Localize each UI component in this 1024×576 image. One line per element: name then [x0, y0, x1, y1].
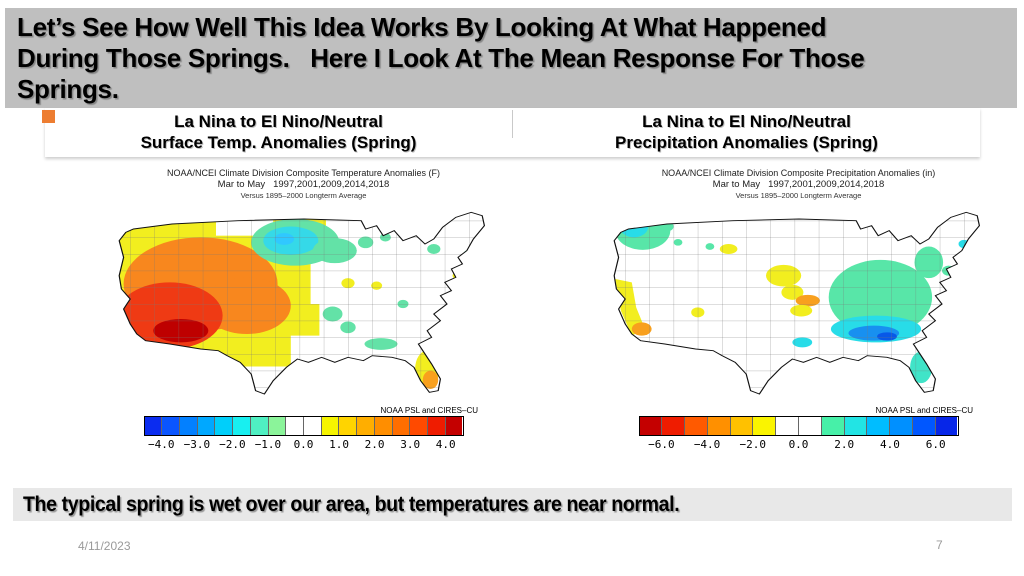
colorbar-tick-label: −4.0 — [693, 438, 721, 451]
colorbar-segment — [338, 417, 357, 435]
colorbar-segment — [444, 417, 463, 435]
colorbar-segment — [267, 417, 286, 435]
temp-colorbar-ticks: −4.0 −3.0 −2.0 −1.0 0.0 1.0 2.0 3.0 4.0 — [144, 438, 464, 454]
colorbar-segment — [178, 417, 197, 435]
colorbar-tick-label: −4.0 — [148, 438, 175, 451]
colorbar-segment — [729, 417, 753, 435]
colorbar-segment — [752, 417, 776, 435]
colorbar-segment — [409, 417, 427, 435]
colorbar-segment — [161, 417, 179, 435]
temperature-anomaly-map — [118, 211, 485, 395]
colorbar-segment — [706, 417, 730, 435]
precip-panel-header: La Nina to El Nino/Neutral Precipitation… — [513, 112, 980, 153]
colorbar-tick-label: −2.0 — [219, 438, 246, 451]
temp-colorbar-segments — [143, 416, 464, 436]
colorbar-segment — [196, 417, 215, 435]
colorbar-segment — [911, 417, 935, 435]
colorbar-segment — [889, 417, 912, 435]
colorbar-segment — [320, 417, 339, 435]
precip-map-titles: NOAA/NCEI Climate Division Composite Pre… — [590, 168, 1007, 200]
colorbar-tick-label: −2.0 — [739, 438, 767, 451]
colorbar-segment — [427, 417, 445, 435]
colorbar-tick-label: 0.0 — [788, 438, 809, 451]
temp-colorbar: −4.0 −3.0 −2.0 −1.0 0.0 1.0 2.0 3.0 4.0 — [143, 416, 464, 454]
colorbar-tick-label: 4.0 — [435, 438, 456, 451]
orange-bullet-marker — [42, 110, 55, 123]
colorbar-segment — [797, 417, 821, 435]
temp-header-line2: Surface Temp. Anomalies (Spring) — [140, 132, 417, 152]
colorbar-tick-label: −3.0 — [183, 438, 211, 451]
maps-row: NOAA/NCEI Climate Division Composite Tem… — [95, 168, 1007, 454]
temp-header-line1: La Nina to El Nino/Neutral — [174, 112, 383, 132]
panel-headers-band: La Nina to El Nino/Neutral Surface Temp.… — [45, 108, 980, 157]
precipitation-panel: NOAA/NCEI Climate Division Composite Pre… — [590, 168, 1007, 454]
precip-map-baseline: Versus 1895–2000 Longterm Average — [735, 191, 862, 200]
precip-header-line1: La Nina to El Nino/Neutral — [642, 112, 851, 132]
colorbar-tick-label: −6.0 — [648, 438, 675, 451]
bottom-note-strip: The typical spring is wet over our area,… — [13, 488, 1012, 521]
colorbar-tick-label: 4.0 — [879, 438, 900, 451]
colorbar-segment — [285, 417, 303, 435]
colorbar-tick-label: 3.0 — [400, 438, 421, 451]
precip-map-title: NOAA/NCEI Climate Division Composite Pre… — [661, 168, 936, 178]
temperature-panel: NOAA/NCEI Climate Division Composite Tem… — [95, 168, 512, 454]
header-divider — [512, 110, 513, 138]
title-bar: Let’s See How Well This Idea Works By Lo… — [5, 8, 1017, 108]
colorbar-segment — [356, 417, 374, 435]
temp-map-title: NOAA/NCEI Climate Division Composite Tem… — [167, 168, 440, 178]
colorbar-segment — [144, 417, 162, 435]
colorbar-tick-label: −1.0 — [254, 438, 282, 451]
slide-title-line-2: During Those Springs. Here I Look At The… — [17, 43, 865, 74]
colorbar-segment — [843, 417, 867, 435]
colorbar-segment — [391, 417, 410, 435]
temp-panel-header: La Nina to El Nino/Neutral Surface Temp.… — [45, 112, 512, 153]
bottom-note-text: The typical spring is wet over our area,… — [23, 492, 680, 516]
colorbar-segment — [249, 417, 268, 435]
slide-title-line-1: Let’s See How Well This Idea Works By Lo… — [17, 12, 827, 42]
precip-header-line2: Precipitation Anomalies (Spring) — [615, 132, 878, 152]
precip-colorbar-ticks: −6.0 −4.0 −2.0 0.0 2.0 4.0 6.0 — [639, 438, 959, 454]
colorbar-tick-label: 1.0 — [329, 438, 349, 451]
colorbar-tick-label: 2.0 — [364, 438, 385, 451]
colorbar-tick-label: 2.0 — [834, 438, 855, 451]
colorbar-segment — [661, 417, 685, 435]
precip-map-credit: NOAA PSL and CIRES–CU — [875, 406, 973, 415]
slide-title-line-3: Springs. — [17, 74, 119, 105]
colorbar-segment — [232, 417, 250, 435]
precip-colorbar-segments — [638, 416, 959, 436]
colorbar-tick-label: 6.0 — [925, 438, 946, 451]
colorbar-segment — [373, 417, 392, 435]
footer-page-number: 7 — [936, 538, 943, 552]
colorbar-segment — [302, 417, 321, 435]
temp-map-baseline: Versus 1895–2000 Longterm Average — [240, 191, 367, 200]
precipitation-anomaly-map — [613, 211, 980, 395]
temp-map-credit: NOAA PSL and CIRES–CU — [380, 406, 478, 415]
colorbar-segment — [820, 417, 844, 435]
colorbar-segment — [866, 417, 890, 435]
colorbar-tick-label: 0.0 — [293, 438, 314, 451]
precip-map-subtitle: Mar to May 1997,2001,2009,2014,2018 — [712, 179, 885, 190]
temp-map-titles: NOAA/NCEI Climate Division Composite Tem… — [95, 168, 512, 200]
colorbar-segment — [214, 417, 233, 435]
colorbar-segment — [775, 417, 798, 435]
colorbar-segment — [639, 417, 662, 435]
footer-date: 4/11/2023 — [78, 539, 131, 553]
precip-colorbar: −6.0 −4.0 −2.0 0.0 2.0 4.0 6.0 — [638, 416, 959, 454]
colorbar-segment — [934, 417, 958, 435]
temp-map-subtitle: Mar to May 1997,2001,2009,2014,2018 — [217, 179, 390, 190]
colorbar-segment — [684, 417, 707, 435]
